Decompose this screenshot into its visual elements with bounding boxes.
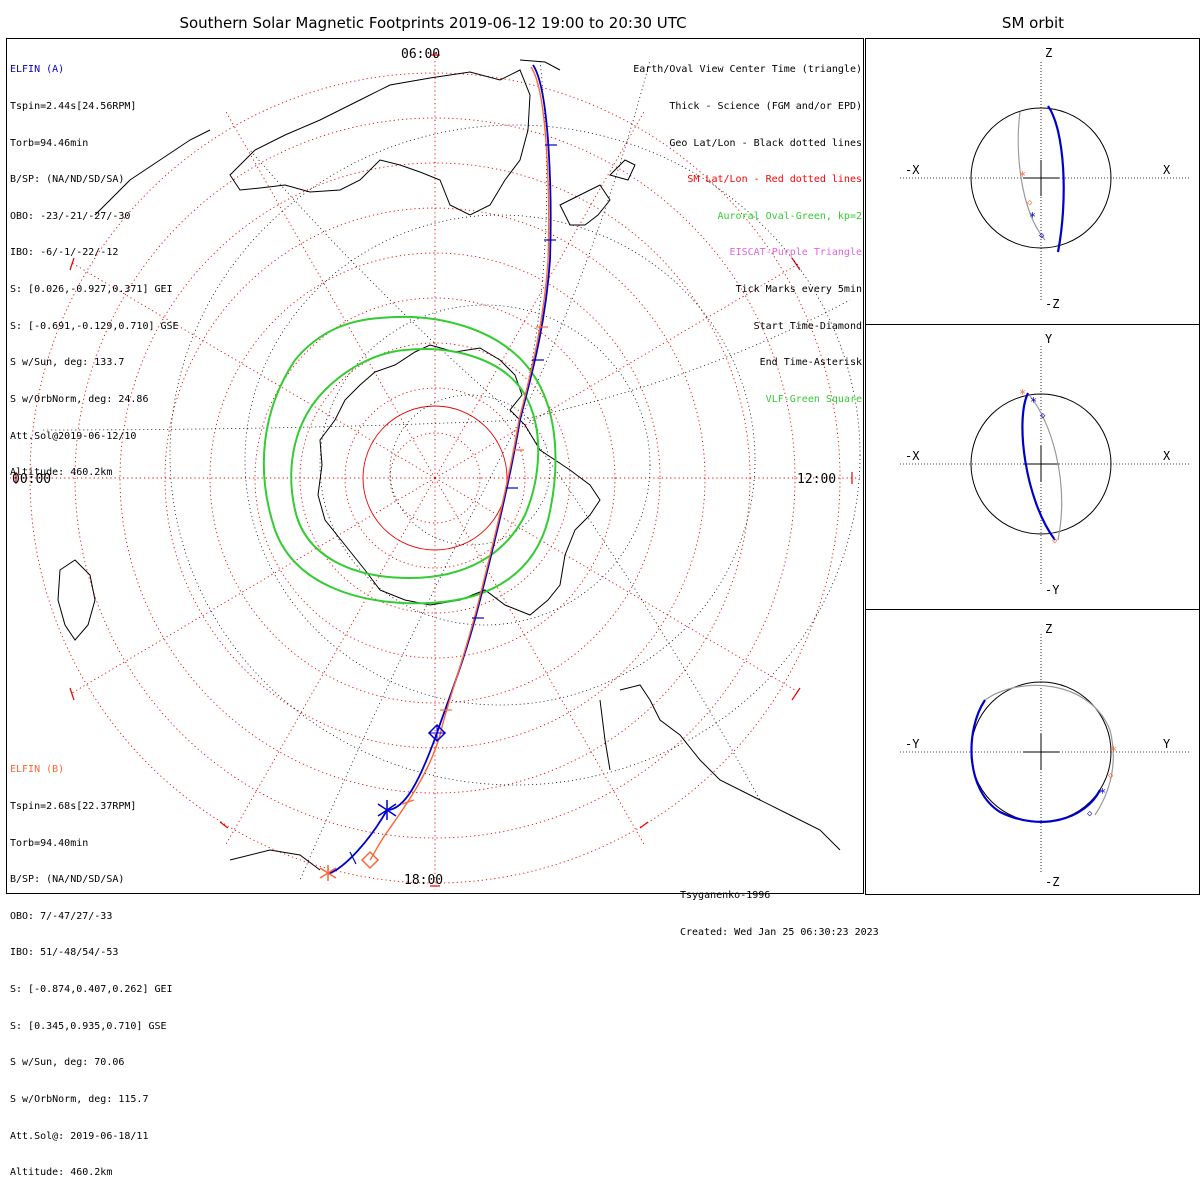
elfin-a-line: Att.Sol@2019-06-12/10 xyxy=(10,430,137,442)
elfin-a-line: OBO: -23/-21/-27/-30 xyxy=(10,210,131,222)
elfin-a-track xyxy=(327,64,552,875)
legend-item: EISCAT-Purple Triangle xyxy=(729,247,862,259)
polar-map xyxy=(10,50,861,890)
legend-item: SM Lat/Lon - Red dotted lines xyxy=(687,174,862,186)
auroral-oval-outer xyxy=(262,315,557,605)
xy-axis-right: X xyxy=(1163,449,1171,463)
elfin-b-line: S w/OrbNorm, deg: 115.7 xyxy=(10,1093,149,1105)
coastlines xyxy=(57,59,841,871)
orbit-diagram-xz: * ◇ * ◇ Z -Z -X X xyxy=(900,46,1190,311)
elfin-b-line: B/SP: (NA/ND/SD/SA) xyxy=(10,874,125,886)
elfin-a-line: Tspin=2.44s[24.56RPM] xyxy=(10,101,137,113)
yz-axis-left: -Y xyxy=(905,737,920,751)
model-name: Tsyganenko-1996 xyxy=(680,890,771,902)
elfin-a-line: S w/OrbNorm, deg: 24.86 xyxy=(10,393,149,405)
elfin-b-line: Torb=94.40min xyxy=(10,837,89,849)
elfin-a-ticks xyxy=(349,144,557,865)
elfin-b-line: OBO: 7/-47/27/-33 xyxy=(10,910,113,922)
antarctica-coast xyxy=(317,344,601,616)
elfin-b-start-diamond xyxy=(360,850,380,870)
elfin-a-line: B/SP: (NA/ND/SD/SA) xyxy=(10,174,125,186)
elfin-a-line: S: [0.026,-0.927,0.371] GEI xyxy=(10,284,173,296)
elfin-a-line: S: [-0.691,-0.129,0.710] GSE xyxy=(10,320,179,332)
xy-axis-bottom: -Y xyxy=(1045,583,1060,597)
new-zealand-north xyxy=(609,159,636,181)
new-zealand-coast xyxy=(559,184,611,226)
legend-item: VLF-Green Square xyxy=(765,393,862,405)
sm-lon-lines xyxy=(10,50,860,890)
elfin-a-end-asterisk xyxy=(377,800,397,820)
sm-orbit-title: SM orbit xyxy=(1001,14,1065,32)
elfin-b-line: S: [-0.874,0.407,0.262] GEI xyxy=(10,984,173,996)
model-credit: Tsyganenko-1996 Created: Wed Jan 25 06:3… xyxy=(680,866,879,951)
svg-text:◇: ◇ xyxy=(1087,809,1093,819)
elfin-b-end-asterisk xyxy=(319,865,337,881)
xz-axis-right: X xyxy=(1163,163,1171,177)
footprint-map-frame xyxy=(6,38,864,894)
legend-item: Auroral Oval-Green, kp=2 xyxy=(717,210,863,222)
plot-title: Southern Solar Magnetic Footprints 2019-… xyxy=(179,14,687,32)
svg-text:◇: ◇ xyxy=(1108,771,1114,781)
legend-item: Geo Lat/Lon - Black dotted lines xyxy=(669,137,862,149)
footprint-graphics: 06:00 00:00 12:00 18:00 * ◇ * ◇ Z -Z -X … xyxy=(10,46,1190,890)
nw-islands xyxy=(519,59,561,71)
elfin-b-line: Altitude: 460.2km xyxy=(10,1167,113,1179)
elfin-b-line: S: [0.345,0.935,0.710] GSE xyxy=(10,1020,167,1032)
svg-text:◇: ◇ xyxy=(1040,411,1046,421)
australia-coast xyxy=(229,69,531,216)
elfin-b-track xyxy=(369,66,550,861)
elfin-b-line: Att.Sol@: 2019-06-18/11 xyxy=(10,1130,149,1142)
created-timestamp: Created: Wed Jan 25 06:30:23 2023 xyxy=(680,927,879,939)
africa-lower-coast xyxy=(229,849,321,871)
svg-text:◇: ◇ xyxy=(1039,231,1045,241)
legend-item: End Time-Asterisk xyxy=(759,357,862,369)
xz-axis-bottom: -Z xyxy=(1045,297,1059,311)
south-america-coast xyxy=(599,684,841,851)
orbit-diagram-yz: * ◇ * ◇ Z -Z -Y Y xyxy=(900,622,1190,889)
mlt-label-left: 00:00 xyxy=(12,472,51,487)
legend: Earth/Oval View Center Time (triangle) T… xyxy=(633,40,862,418)
elfin-b-ticks xyxy=(401,326,548,805)
africa-coast xyxy=(57,559,96,641)
legend-item: Tick Marks every 5min xyxy=(735,284,862,296)
mlt-label-top: 06:00 xyxy=(401,47,440,62)
elfin-a-line: Altitude: 460.2km xyxy=(10,467,113,479)
elfin-a-line: S w/Sun, deg: 133.7 xyxy=(10,357,125,369)
elfin-a-info: ELFIN (A) Tspin=2.44s[24.56RPM] Torb=94.… xyxy=(10,40,179,492)
svg-text:◇: ◇ xyxy=(1052,536,1058,546)
svg-text:*: * xyxy=(1019,387,1026,401)
yz-axis-right: Y xyxy=(1163,737,1171,751)
elfin-a-start-diamond xyxy=(427,723,447,743)
elfin-b-name: ELFIN (B) xyxy=(10,764,65,776)
yz-axis-bottom: -Z xyxy=(1045,875,1059,889)
orbit-diagram-xy: * * ◇ ◇ Y -Y -X X xyxy=(900,332,1190,597)
elfin-a-line: Torb=94.46min xyxy=(10,137,89,149)
svg-text:◇: ◇ xyxy=(1027,198,1033,208)
elfin-a-name: ELFIN (A) xyxy=(10,64,65,76)
xz-axis-top: Z xyxy=(1045,46,1052,60)
elfin-b-line: IBO: 51/-48/54/-53 xyxy=(10,947,119,959)
mlt-label-bottom: 18:00 xyxy=(404,873,443,888)
sm-rim-ticks xyxy=(15,54,853,887)
elfin-a-line: IBO: -6/-1/-22/-12 xyxy=(10,247,119,259)
auroral-oval-inner xyxy=(290,348,540,580)
legend-item: Start Time-Diamond xyxy=(753,320,862,332)
xy-axis-left: -X xyxy=(905,449,920,463)
svg-text:*: * xyxy=(1099,786,1106,800)
yz-axis-top: Z xyxy=(1045,622,1052,636)
svg-text:*: * xyxy=(1029,210,1036,224)
svg-text:*: * xyxy=(1019,169,1026,183)
sm-inner-circle xyxy=(362,405,508,551)
elfin-b-info: ELFIN (B) Tspin=2.68s[22.37RPM] Torb=94.… xyxy=(10,740,173,1192)
elfin-b-line: S w/Sun, deg: 70.06 xyxy=(10,1057,125,1069)
mlt-label-right: 12:00 xyxy=(797,472,836,487)
xy-axis-top: Y xyxy=(1045,332,1053,346)
legend-item: Thick - Science (FGM and/or EPD) xyxy=(669,101,862,113)
ne-islands xyxy=(94,129,211,216)
svg-text:*: * xyxy=(1110,744,1117,758)
xz-axis-left: -X xyxy=(905,163,920,177)
legend-item: Earth/Oval View Center Time (triangle) xyxy=(633,64,862,76)
svg-text:*: * xyxy=(1030,395,1037,409)
elfin-b-line: Tspin=2.68s[22.37RPM] xyxy=(10,801,137,813)
